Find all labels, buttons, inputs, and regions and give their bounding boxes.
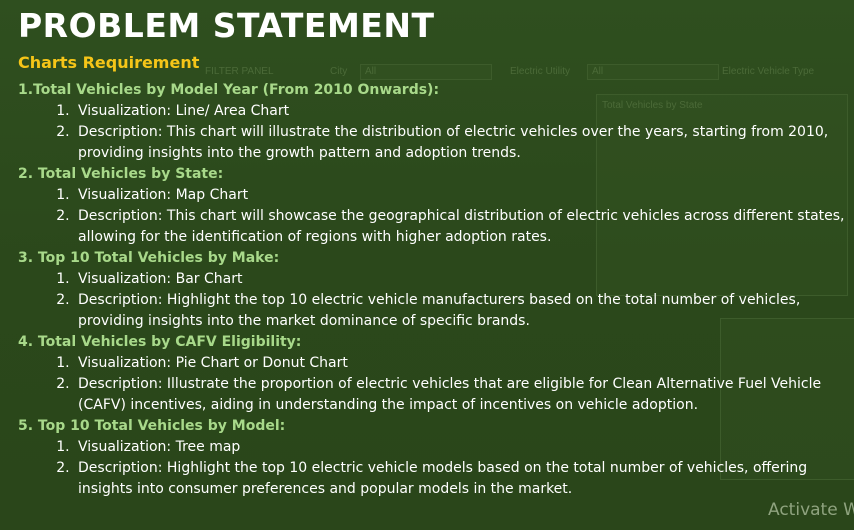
state-chart-title: Total Vehicles by State xyxy=(602,100,703,111)
section-heading: 1.Total Vehicles by Model Year (From 201… xyxy=(18,82,440,98)
section-items: Visualization: Line/ Area Chart Descript… xyxy=(18,101,846,164)
visualization-item: Visualization: Tree map xyxy=(74,437,846,458)
description-item: Description: This chart will showcase th… xyxy=(74,206,846,248)
city-filter-box xyxy=(360,64,492,80)
section-heading: 3. Top 10 Total Vehicles by Make: xyxy=(18,250,280,266)
vehicle-type-filter-label: Electric Vehicle Type xyxy=(722,66,815,77)
state-chart-panel xyxy=(596,94,848,296)
section-heading: 2. Total Vehicles by State: xyxy=(18,166,224,182)
description-item: Description: Illustrate the proportion o… xyxy=(74,374,846,416)
requirement-section: 1.Total Vehicles by Model Year (From 201… xyxy=(18,80,846,164)
model-treemap-panel xyxy=(720,318,854,480)
city-filter-label: City xyxy=(330,66,348,77)
requirement-section: 3. Top 10 Total Vehicles by Make: Visual… xyxy=(18,248,846,332)
visualization-item: Visualization: Map Chart xyxy=(74,185,846,206)
requirement-section: 2. Total Vehicles by State: Visualizatio… xyxy=(18,164,846,248)
charts-requirement-subtitle: Charts Requirement xyxy=(18,53,200,72)
description-item: Description: Highlight the top 10 electr… xyxy=(74,458,846,500)
problem-statement-content: PROBLEM STATEMENT Charts Requirement 1.T… xyxy=(18,4,846,500)
section-items: Visualization: Tree map Description: Hig… xyxy=(18,437,846,500)
section-heading: 5. Top 10 Total Vehicles by Model: xyxy=(18,418,286,434)
requirement-section: 4. Total Vehicles by CAFV Eligibility: V… xyxy=(18,332,846,416)
page-title: PROBLEM STATEMENT xyxy=(18,6,435,45)
section-items: Visualization: Bar Chart Description: Hi… xyxy=(18,269,846,332)
filter-panel-label: FILTER PANEL xyxy=(205,66,274,77)
visualization-item: Visualization: Line/ Area Chart xyxy=(74,101,846,122)
visualization-item: Visualization: Pie Chart or Donut Chart xyxy=(74,353,846,374)
description-item: Description: Highlight the top 10 electr… xyxy=(74,290,846,332)
utility-filter-label: Electric Utility xyxy=(510,66,571,77)
description-item: Description: This chart will illustrate … xyxy=(74,122,846,164)
utility-filter-box xyxy=(587,64,719,80)
visualization-item: Visualization: Bar Chart xyxy=(74,269,846,290)
section-heading: 4. Total Vehicles by CAFV Eligibility: xyxy=(18,334,302,350)
section-items: Visualization: Map Chart Description: Th… xyxy=(18,185,846,248)
city-filter-value: All xyxy=(365,66,377,77)
utility-filter-value: All xyxy=(592,66,604,77)
requirement-section: 5. Top 10 Total Vehicles by Model: Visua… xyxy=(18,416,846,500)
section-items: Visualization: Pie Chart or Donut Chart … xyxy=(18,353,846,416)
activate-windows-watermark: Activate W xyxy=(768,500,854,520)
